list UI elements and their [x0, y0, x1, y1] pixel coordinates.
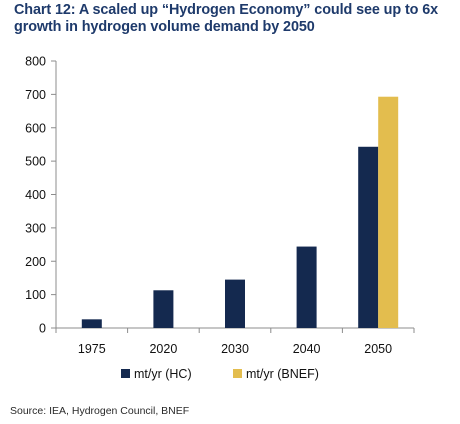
bars [81, 96, 399, 329]
bar-hc-2040 [296, 246, 317, 328]
y-tick-label: 0 [39, 322, 46, 336]
bar-hc-1975 [81, 319, 102, 328]
source-note: Source: IEA, Hydrogen Council, BNEF [10, 405, 190, 417]
x-tick-label: 2030 [221, 342, 249, 356]
y-tick-label: 300 [25, 221, 46, 235]
x-tick-label: 1975 [78, 342, 106, 356]
y-axis: 0 100 200 300 400 500 600 700 800 [25, 55, 57, 336]
chart-title: Chart 12: A scaled up “Hydrogen Economy”… [14, 2, 439, 35]
y-tick-label: 700 [25, 88, 46, 102]
y-tick-label: 100 [25, 288, 46, 302]
bar-hc-2050 [358, 146, 379, 328]
y-tick-label: 600 [25, 121, 46, 135]
legend: mt/yr (HC) mt/yr (BNEF) [121, 367, 319, 381]
x-tick-label: 2050 [364, 342, 392, 356]
legend-item-hc-swatch [121, 369, 130, 378]
legend-item-hc-label: mt/yr (HC) [134, 367, 192, 381]
bar-bnef-2050 [378, 96, 399, 329]
legend-item-bnef-swatch [233, 369, 242, 378]
x-tick-label: 2020 [149, 342, 177, 356]
y-tick-label: 500 [25, 155, 46, 169]
y-tick-label: 200 [25, 255, 46, 269]
y-tick-label: 800 [25, 55, 46, 69]
x-tick-label: 2040 [293, 342, 321, 356]
x-axis: 1975 2020 2030 2040 2050 [55, 327, 415, 356]
bar-hc-2020 [153, 290, 174, 328]
legend-item-bnef-label: mt/yr (BNEF) [246, 367, 319, 381]
bar-hc-2030 [225, 279, 245, 328]
y-tick-label: 400 [25, 188, 46, 202]
